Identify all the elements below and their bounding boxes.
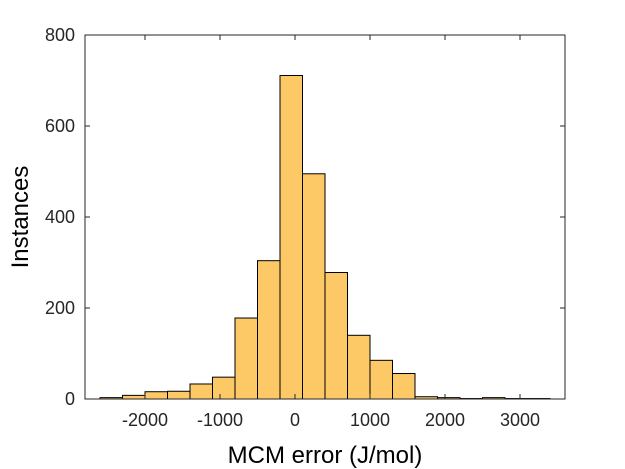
x-tick-label-5: 3000 — [500, 410, 540, 430]
y-tick-label-0: 0 — [65, 389, 75, 409]
histogram-bar-4 — [189, 383, 213, 400]
histogram-bar-8 — [279, 74, 303, 400]
y-axis-label: Instances — [7, 166, 34, 269]
x-axis-label: MCM error (J/mol) — [228, 442, 423, 469]
histogram-bar-13 — [392, 373, 416, 400]
x-tick-label-3: 1000 — [350, 410, 390, 430]
histogram-bar-7 — [257, 260, 281, 400]
bars-group — [99, 74, 551, 400]
histogram-bar-6 — [234, 317, 258, 400]
histogram-bar-12 — [369, 359, 393, 400]
histogram-bar-1 — [122, 394, 146, 400]
histogram-bar-10 — [324, 272, 348, 400]
histogram-bar-3 — [167, 390, 191, 400]
x-tick-label-0: -2000 — [122, 410, 168, 430]
histogram-bar-5 — [212, 376, 236, 400]
histogram-bar-11 — [347, 334, 371, 400]
x-tick-label-1: -1000 — [197, 410, 243, 430]
x-tick-label-2: 0 — [290, 410, 300, 430]
x-tick-label-4: 2000 — [425, 410, 465, 430]
plot-area-frame — [84, 34, 566, 400]
y-tick-label-1: 200 — [45, 298, 75, 318]
histogram-bar-9 — [302, 173, 326, 400]
y-tick-label-3: 600 — [45, 116, 75, 136]
y-tick-label-4: 800 — [45, 25, 75, 45]
tick-labels-group: -2000 -1000 0 1000 2000 3000 0 200 400 600 800 — [45, 25, 540, 430]
histogram-bar-2 — [144, 391, 168, 400]
y-tick-label-2: 400 — [45, 207, 75, 227]
